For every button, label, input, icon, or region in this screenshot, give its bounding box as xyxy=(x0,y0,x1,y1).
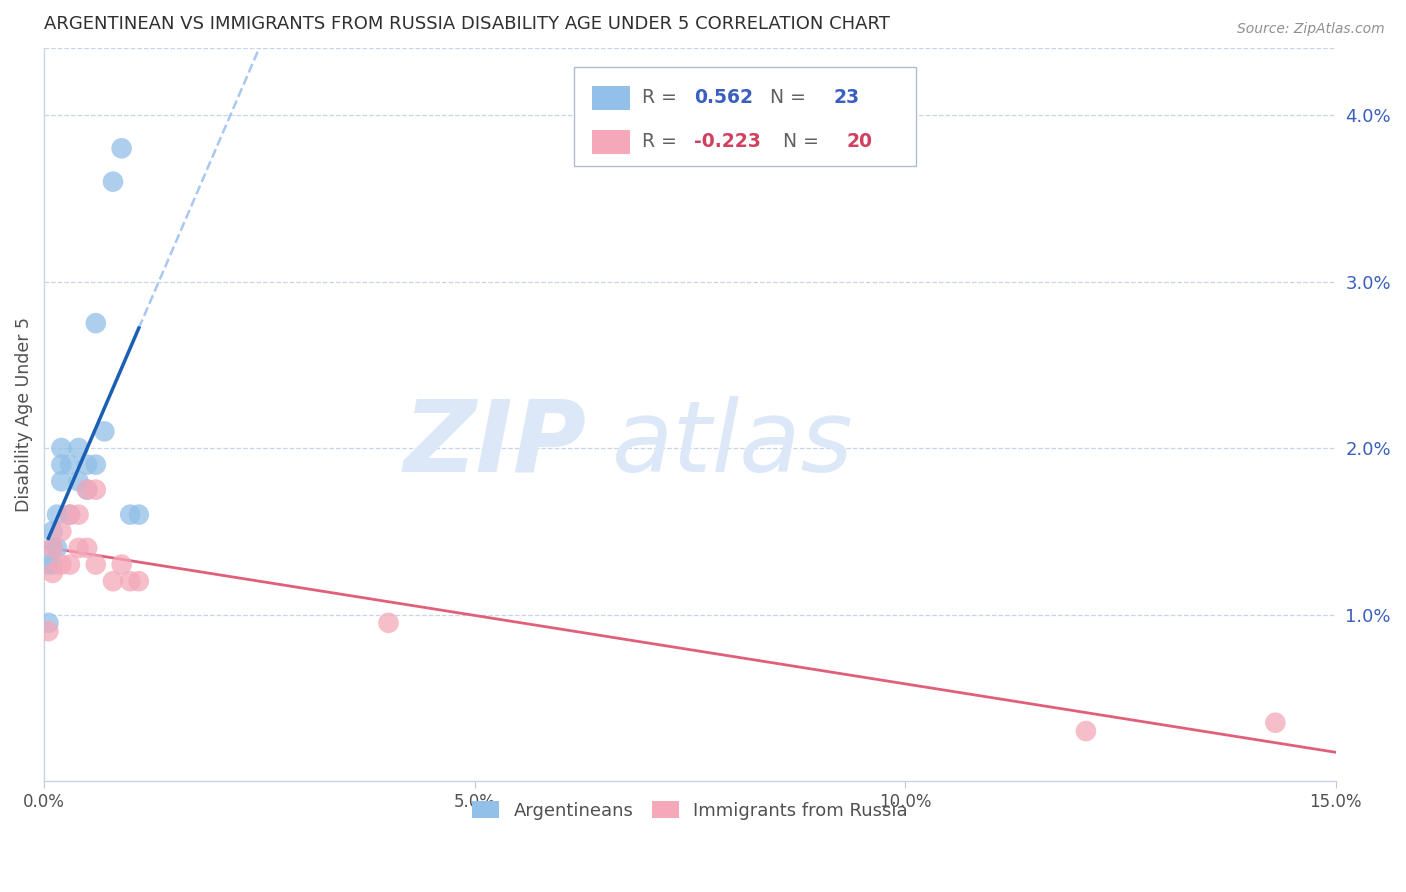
Point xyxy=(120,574,142,589)
Point xyxy=(67,475,90,489)
Y-axis label: Disability Age Under 5: Disability Age Under 5 xyxy=(15,318,32,512)
Point xyxy=(46,508,69,522)
Point xyxy=(41,541,63,555)
Legend: Argentineans, Immigrants from Russia: Argentineans, Immigrants from Russia xyxy=(465,794,915,827)
Point xyxy=(84,483,107,497)
Point xyxy=(41,566,63,580)
Text: 23: 23 xyxy=(834,88,859,107)
Text: 0.562: 0.562 xyxy=(693,88,752,107)
Text: 20: 20 xyxy=(846,132,872,152)
Point xyxy=(59,458,82,472)
Point xyxy=(84,316,107,330)
Point xyxy=(37,624,59,639)
Text: atlas: atlas xyxy=(613,395,853,492)
Point xyxy=(84,458,107,472)
Point xyxy=(41,541,63,555)
Point xyxy=(67,508,90,522)
Text: R =: R = xyxy=(643,132,683,152)
Point xyxy=(110,558,132,572)
Point xyxy=(120,508,142,522)
Point xyxy=(51,558,73,572)
Point xyxy=(37,558,59,572)
Point xyxy=(76,483,98,497)
Text: ZIP: ZIP xyxy=(404,395,586,492)
Point xyxy=(67,541,90,555)
Point xyxy=(76,541,98,555)
Point xyxy=(67,441,90,455)
Point xyxy=(41,558,63,572)
Point xyxy=(51,475,73,489)
FancyBboxPatch shape xyxy=(592,130,630,153)
Point xyxy=(128,508,150,522)
Point xyxy=(76,458,98,472)
Point xyxy=(84,558,107,572)
Point xyxy=(46,541,69,555)
Point xyxy=(101,175,124,189)
Text: R =: R = xyxy=(643,88,683,107)
Text: Source: ZipAtlas.com: Source: ZipAtlas.com xyxy=(1237,22,1385,37)
Point xyxy=(76,483,98,497)
Point xyxy=(41,524,63,539)
Point xyxy=(1264,715,1286,730)
Point xyxy=(1074,724,1097,739)
FancyBboxPatch shape xyxy=(574,67,915,166)
Point xyxy=(128,574,150,589)
Point xyxy=(51,458,73,472)
Point xyxy=(59,508,82,522)
Point xyxy=(59,508,82,522)
Point xyxy=(110,141,132,155)
Point xyxy=(51,524,73,539)
Text: -0.223: -0.223 xyxy=(693,132,761,152)
FancyBboxPatch shape xyxy=(592,87,630,110)
Point xyxy=(59,558,82,572)
Text: N =: N = xyxy=(772,132,825,152)
Point xyxy=(51,441,73,455)
Point xyxy=(377,615,399,630)
Point xyxy=(37,615,59,630)
Point xyxy=(101,574,124,589)
Point xyxy=(93,425,115,439)
Text: ARGENTINEAN VS IMMIGRANTS FROM RUSSIA DISABILITY AGE UNDER 5 CORRELATION CHART: ARGENTINEAN VS IMMIGRANTS FROM RUSSIA DI… xyxy=(44,15,890,33)
Text: N =: N = xyxy=(758,88,813,107)
